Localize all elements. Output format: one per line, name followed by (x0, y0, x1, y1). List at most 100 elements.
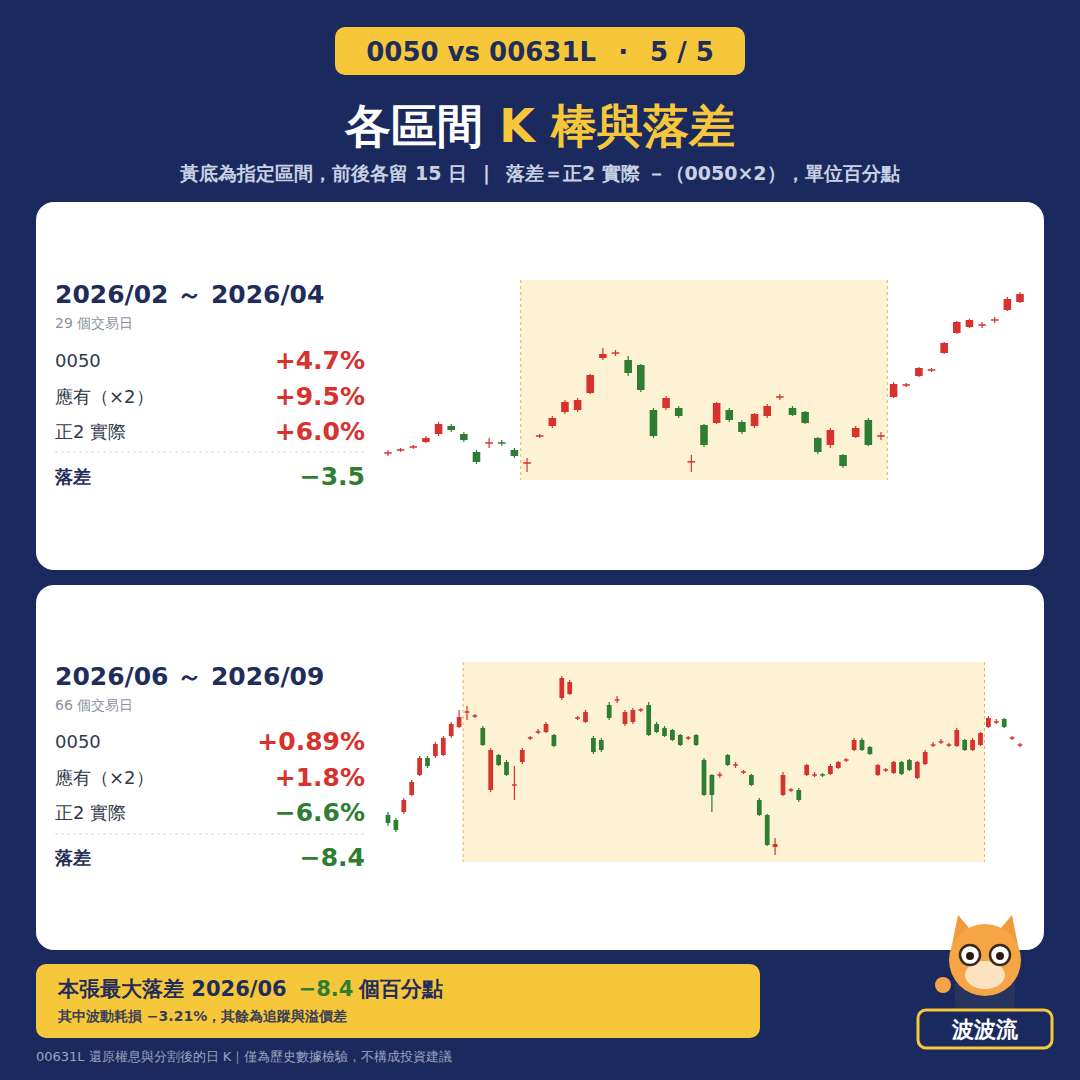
candle-body (852, 740, 857, 750)
candle-body (599, 354, 607, 358)
candle-body (962, 740, 967, 750)
candle-body (702, 760, 707, 795)
candle-body (820, 774, 825, 776)
mascot-glasses (990, 945, 1010, 965)
candle-body (814, 438, 822, 452)
candle-body (931, 744, 936, 746)
subtitle: 黃底為指定區間，前後各留 15 日|落差＝正2 實際 －（0050×2），單位百… (179, 162, 899, 185)
candle-body (1004, 299, 1012, 310)
candle-body (725, 755, 730, 765)
candle-body (907, 760, 912, 770)
candle-body (953, 322, 961, 333)
title-plain: 各區間 (344, 99, 483, 153)
badge-sep: · (618, 37, 628, 67)
candle-body (812, 774, 817, 776)
candles (384, 292, 1024, 472)
candle-body (599, 740, 604, 750)
candle-body (480, 728, 485, 745)
badge-left: 0050 vs 00631L (366, 37, 596, 67)
candle-body (496, 755, 501, 765)
candle-body (447, 426, 455, 430)
candle-body (435, 424, 443, 434)
candle-body (902, 384, 910, 386)
candle-body (978, 324, 986, 326)
candle-body (915, 368, 923, 376)
candle-body (688, 461, 696, 463)
candle-body (650, 410, 658, 436)
candle-body (1010, 737, 1015, 739)
gap-value: −3.5 (300, 462, 365, 491)
candle-wick (514, 766, 515, 800)
candle-body (512, 784, 517, 786)
candle-body (796, 790, 801, 800)
candle-body (804, 765, 809, 775)
candle-body (409, 782, 414, 795)
footer-line2: 其中波動耗損 −3.21%，其餘為追蹤與溢價差 (57, 1008, 347, 1024)
candle-body (865, 420, 873, 445)
candle-body (631, 710, 636, 722)
candle-body (868, 747, 873, 754)
candle-body (776, 396, 784, 398)
candle-body (670, 730, 675, 740)
candle-body (675, 408, 683, 416)
candle-body (733, 764, 738, 766)
highlight-edge (520, 280, 521, 480)
candle-body (544, 724, 549, 732)
candle-body (561, 402, 569, 412)
candle-body (1002, 719, 1007, 727)
candle-body (928, 369, 936, 371)
candle-body (386, 815, 391, 823)
candle-body (449, 724, 454, 736)
badge (335, 27, 745, 75)
candle-body (559, 678, 564, 698)
stat-value: +9.5% (275, 382, 365, 411)
candle-body (384, 452, 392, 454)
candle-body (765, 815, 770, 845)
candle-body (646, 705, 651, 735)
candle-body (498, 442, 506, 444)
candle-body (574, 400, 582, 410)
candle-body (591, 738, 596, 752)
candle-body (940, 343, 948, 353)
candle-body (877, 435, 885, 437)
candle-body (473, 452, 481, 462)
card (36, 585, 1044, 950)
gap-label: 落差 (54, 466, 91, 487)
candle-body (460, 434, 468, 440)
candle-body (615, 699, 620, 701)
candle-body (890, 384, 898, 397)
divider (55, 834, 365, 835)
stat-value: +6.0% (275, 417, 365, 446)
candle-body (789, 789, 794, 791)
candle-body (947, 744, 952, 746)
candle-wick (526, 458, 527, 472)
candle-body (741, 771, 746, 773)
panel-subtitle: 66 個交易日 (55, 697, 133, 713)
footer-left: 本張最大落差 2026/06 (57, 977, 287, 1001)
candle-body (757, 800, 762, 815)
candle-body (511, 450, 519, 456)
stat-label: 應有（×2） (55, 386, 154, 407)
candle-body (710, 775, 715, 795)
stat-value: −6.6% (275, 798, 365, 827)
badge-text: 0050 vs 00631L·5 / 5 (366, 37, 714, 67)
mascot-glasses (960, 945, 980, 965)
candle-body (465, 711, 470, 713)
mascot-face (949, 924, 1021, 996)
candle-body (425, 758, 430, 766)
candle-body (457, 717, 462, 727)
candle-body (1016, 294, 1024, 302)
candle-body (552, 735, 557, 746)
candle-body (523, 462, 531, 464)
candle-wick (466, 706, 467, 720)
footer-value: −8.4 (299, 977, 354, 1001)
candle-body (567, 682, 572, 694)
highlight-band (521, 280, 888, 480)
stat-label: 正2 實際 (55, 802, 126, 823)
mascot-paw (935, 977, 951, 993)
title: 各區間K 棒與落差 (344, 99, 735, 153)
candle-body (624, 360, 632, 373)
footer-note: 00631L 還原權息與分割後的日 K｜僅為歷史數據檢驗，不構成投資建議 (36, 1049, 452, 1065)
candle-body (637, 365, 645, 390)
page: 0050 vs 00631L·5 / 5各區間K 棒與落差黃底為指定區間，前後各… (0, 0, 1080, 1080)
